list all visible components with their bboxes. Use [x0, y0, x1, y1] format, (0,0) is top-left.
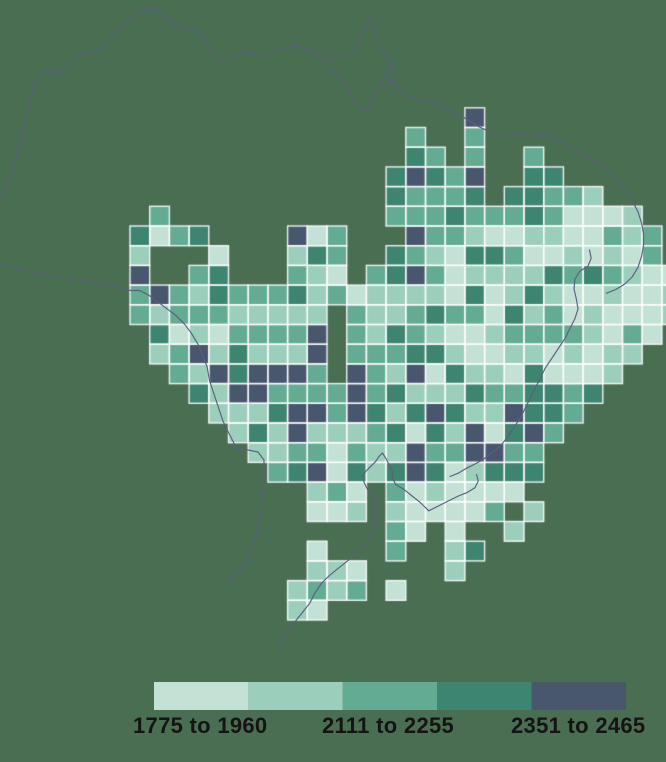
svg-text:2111 to 2255: 2111 to 2255 [322, 713, 454, 738]
svg-text:2351 to 2465: 2351 to 2465 [511, 713, 645, 738]
svg-text:1775 to 1960: 1775 to 1960 [133, 713, 267, 738]
